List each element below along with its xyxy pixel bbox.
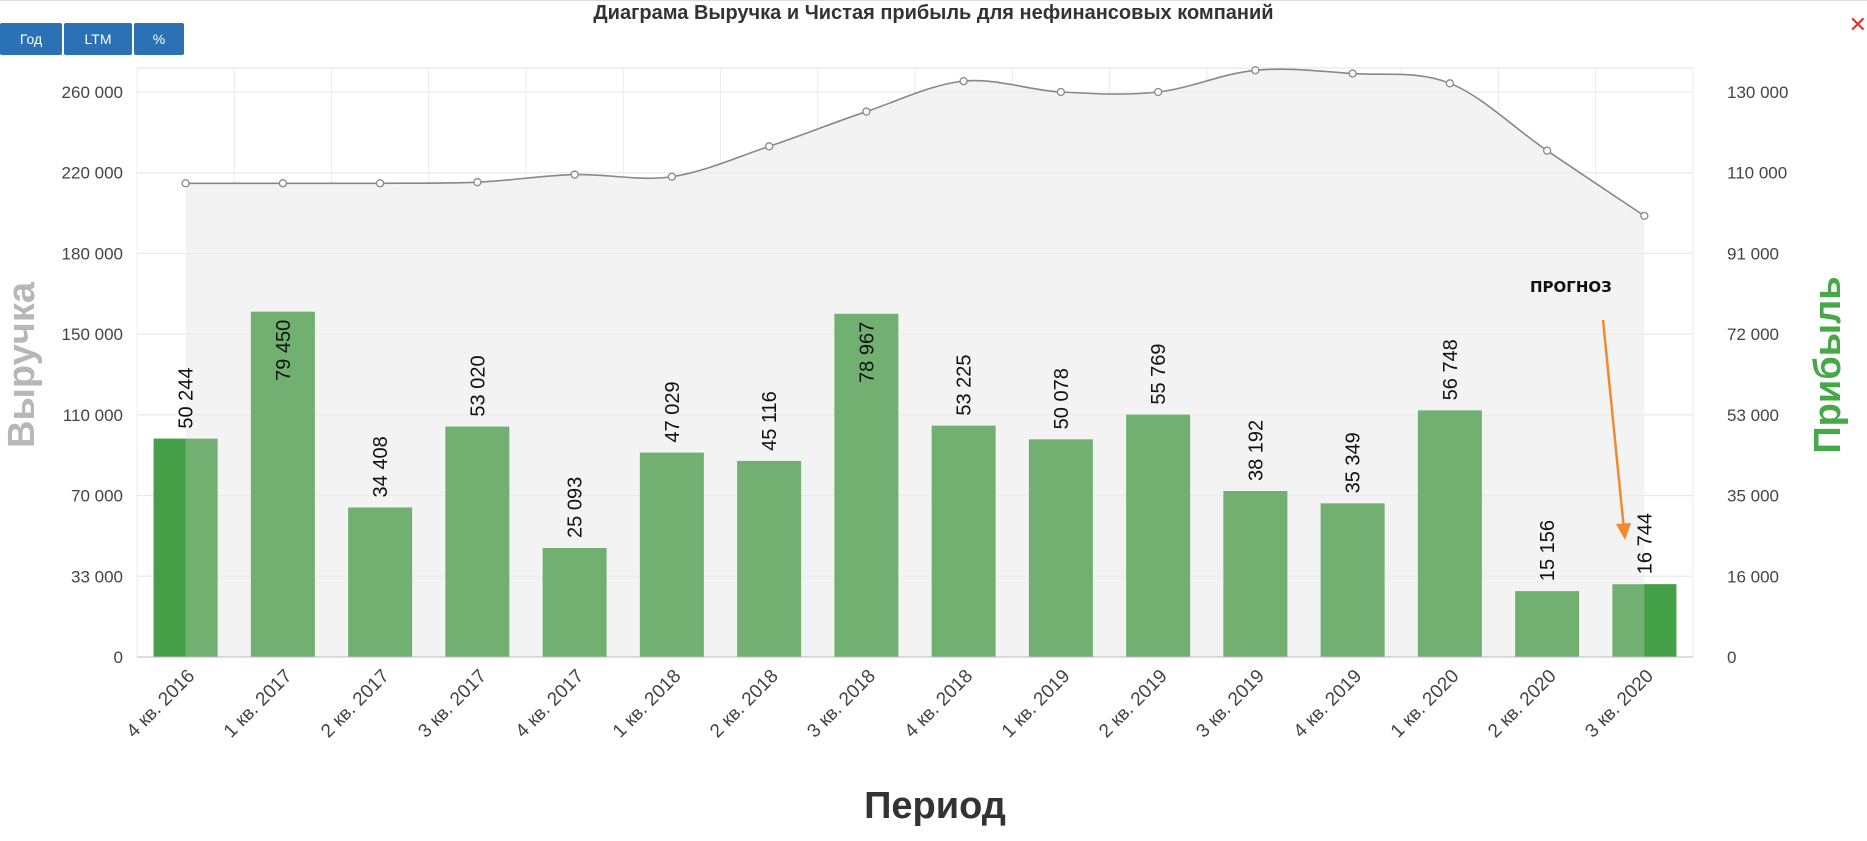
bar-value-label: 15 156 <box>1537 520 1559 581</box>
profit-bar <box>737 460 802 657</box>
left-tick-label: 260 000 <box>62 83 123 102</box>
right-tick-label: 91 000 <box>1727 244 1779 263</box>
right-axis-title: Прибыль <box>1807 276 1849 453</box>
x-category-label: 1 кв. 2017 <box>220 666 296 742</box>
x-category-label: 1 кв. 2018 <box>609 666 685 742</box>
x-category-label: 3 кв. 2019 <box>1192 666 1268 742</box>
bar-value-label: 53 020 <box>467 355 489 416</box>
revenue-point <box>181 179 190 188</box>
profit-bar <box>639 452 704 657</box>
bar-value-label: 38 192 <box>1245 420 1267 481</box>
revenue-point <box>1542 146 1552 155</box>
x-category-label: 3 кв. 2017 <box>414 666 490 742</box>
right-tick-label: 0 <box>1727 648 1736 667</box>
forecast-annotation: ПРОГНОЗ <box>1530 278 1612 296</box>
forecast-arrow-head <box>1616 523 1631 540</box>
left-tick-label: 110 000 <box>63 406 123 425</box>
profit-bar <box>445 426 510 657</box>
right-tick-label: 35 000 <box>1727 487 1779 506</box>
x-category-label: 2 кв. 2018 <box>706 666 782 742</box>
left-tick-label: 70 000 <box>71 487 123 506</box>
bar-value-label: 47 029 <box>662 381 684 442</box>
x-category-label: 3 кв. 2020 <box>1581 666 1657 742</box>
profit-bar <box>1028 439 1093 657</box>
profit-bar <box>250 311 315 657</box>
profit-bar <box>1515 591 1580 657</box>
year-button[interactable]: Год <box>0 23 62 55</box>
right-tick-label: 16 000 <box>1727 567 1779 586</box>
right-tick-label: 72 000 <box>1727 325 1779 344</box>
bar-value-label: 35 349 <box>1343 432 1365 493</box>
bar-value-label: 53 225 <box>954 355 976 416</box>
x-category-label: 4 кв. 2019 <box>1290 666 1366 742</box>
bar-value-label: 55 769 <box>1148 343 1170 404</box>
bar-value-label: 16 744 <box>1634 513 1656 574</box>
bar-value-label: 50 244 <box>176 367 198 428</box>
revenue-point <box>473 178 482 187</box>
ltm-button[interactable]: LTM <box>64 23 132 55</box>
bar-value-label: 25 093 <box>565 477 587 538</box>
revenue-point <box>375 179 385 188</box>
period-toggle-group: Год LTM % <box>0 23 184 55</box>
chart-title: Диаграма Выручка и Чистая прибыль для не… <box>593 2 1274 24</box>
revenue-point <box>1445 79 1455 88</box>
x-category-label: 4 кв. 2017 <box>512 666 588 742</box>
profit-bar <box>1126 414 1191 657</box>
profit-bar <box>1320 503 1385 657</box>
bar-value-label: 78 967 <box>856 322 878 383</box>
revenue-point <box>1056 87 1066 97</box>
bar-value-label: 34 408 <box>370 436 392 497</box>
revenue-point <box>278 179 288 188</box>
x-category-label: 3 кв. 2018 <box>803 666 879 742</box>
x-category-label: 2 кв. 2020 <box>1484 666 1560 742</box>
profit-bar-highlight <box>153 438 186 657</box>
right-tick-label: 53 000 <box>1727 406 1779 425</box>
close-icon[interactable]: ✕ <box>1848 12 1867 37</box>
revenue-point <box>570 170 579 179</box>
revenue-point <box>764 142 774 151</box>
revenue-point <box>1348 69 1357 78</box>
bar-value-label: 45 116 <box>759 391 781 451</box>
x-axis-title: Период <box>864 785 1006 827</box>
left-tick-label: 33 000 <box>71 567 123 586</box>
x-category-label: 2 кв. 2017 <box>317 666 393 742</box>
right-tick-label: 130 000 <box>1727 83 1788 102</box>
top-border <box>0 0 1867 1</box>
x-category-label: 1 кв. 2020 <box>1387 666 1463 742</box>
bar-value-label: 79 450 <box>273 320 295 381</box>
left-tick-label: 150 000 <box>62 325 123 344</box>
profit-bar <box>348 507 413 657</box>
profit-bar-highlight <box>1644 584 1677 657</box>
revenue-line <box>185 68 1645 217</box>
x-category-label: 2 кв. 2019 <box>1095 666 1171 742</box>
profit-bar <box>834 313 899 657</box>
right-tick-label: 110 000 <box>1727 164 1787 183</box>
left-tick-label: 220 000 <box>62 164 123 183</box>
x-category-label: 1 кв. 2019 <box>998 666 1074 742</box>
left-tick-label: 180 000 <box>62 244 123 263</box>
forecast-arrow <box>1601 319 1626 531</box>
revenue-point <box>1640 211 1649 221</box>
profit-bar <box>542 547 607 657</box>
profit-bar <box>1417 410 1482 657</box>
revenue-point <box>1251 66 1260 75</box>
percent-button[interactable]: % <box>134 23 184 55</box>
profit-bar <box>931 425 996 657</box>
x-category-label: 4 кв. 2018 <box>901 666 977 742</box>
revenue-point <box>959 76 968 86</box>
revenue-point <box>667 172 677 181</box>
bar-value-label: 56 748 <box>1440 339 1462 400</box>
bar-value-label: 50 078 <box>1051 368 1073 429</box>
profit-bar <box>1223 491 1288 657</box>
left-axis-title: Выручка <box>1 281 43 448</box>
revenue-point <box>862 107 871 116</box>
x-category-label: 4 кв. 2016 <box>123 666 199 742</box>
left-tick-label: 0 <box>114 648 123 667</box>
revenue-point <box>1153 87 1163 97</box>
